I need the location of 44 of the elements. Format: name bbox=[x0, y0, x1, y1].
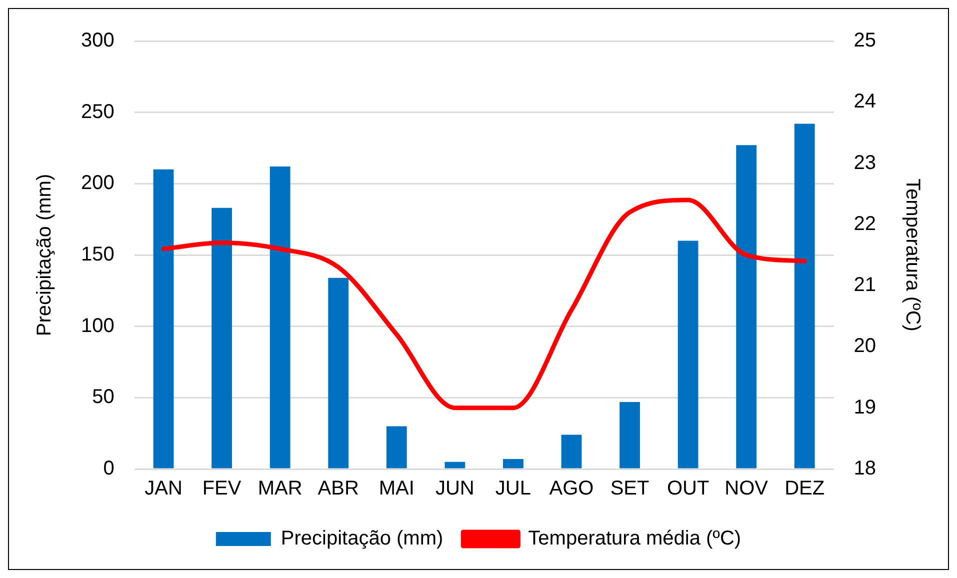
x-tick-label: MAR bbox=[258, 478, 302, 500]
y-tick-label: 0 bbox=[103, 458, 114, 480]
bar bbox=[736, 145, 757, 468]
y-axis-title: Precipitação (mm) bbox=[34, 174, 56, 336]
x-tick-label: JUN bbox=[435, 478, 474, 500]
y-tick-label: 300 bbox=[80, 30, 114, 52]
x-tick-label: SET bbox=[610, 478, 650, 500]
x-tick-label: DEZ bbox=[784, 478, 825, 500]
x-tick-label: JAN bbox=[144, 478, 182, 500]
y-tick-label: 100 bbox=[80, 314, 114, 337]
x-tick-label: JUL bbox=[495, 478, 531, 500]
bar bbox=[212, 208, 232, 468]
bar bbox=[678, 240, 698, 468]
y-tick-label: 250 bbox=[80, 100, 114, 123]
y-tick-label: 200 bbox=[80, 172, 114, 194]
x-tick-label: NOV bbox=[724, 478, 769, 500]
y2-tick-label: 25 bbox=[854, 30, 876, 52]
y2-tick-label: 22 bbox=[854, 212, 876, 235]
y2-tick-label: 23 bbox=[854, 152, 876, 174]
y2-tick-label: 19 bbox=[854, 396, 876, 418]
x-tick-label: FEV bbox=[202, 478, 242, 500]
y2-tick-label: 24 bbox=[854, 90, 876, 113]
bar bbox=[794, 124, 815, 468]
x-tick-label: ABR bbox=[318, 478, 359, 500]
y2-tick-label: 20 bbox=[854, 335, 876, 358]
y2-tick-label: 21 bbox=[854, 274, 876, 296]
legend-label: Precipitação (mm) bbox=[280, 528, 444, 550]
bar bbox=[386, 426, 407, 468]
bar bbox=[561, 434, 582, 468]
y-tick-label: 50 bbox=[92, 386, 114, 408]
x-tick-label: MAI bbox=[378, 478, 414, 500]
bar bbox=[503, 459, 524, 468]
y2-tick-label: 18 bbox=[854, 458, 876, 480]
y2-axis-title: Temperatura (ºC) bbox=[901, 178, 924, 332]
bar bbox=[270, 166, 290, 468]
line-series bbox=[161, 198, 807, 410]
bar bbox=[620, 402, 640, 468]
x-tick-label: OUT bbox=[666, 478, 710, 500]
x-tick-label: AGO bbox=[549, 478, 594, 500]
bar bbox=[328, 278, 349, 468]
y-tick-label: 150 bbox=[80, 244, 114, 266]
legend-label: Temperatura média (ºC) bbox=[528, 528, 742, 550]
bar bbox=[153, 169, 174, 468]
bar bbox=[444, 462, 466, 468]
